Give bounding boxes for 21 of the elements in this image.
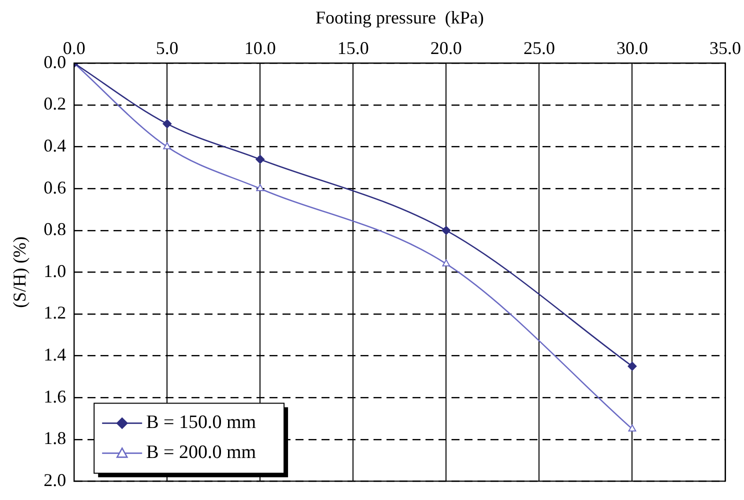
x-tick-label: 25.0	[523, 38, 555, 58]
y-tick-label: 1.0	[44, 260, 66, 281]
y-tick-label: 0.4	[44, 136, 66, 156]
x-tick-label: 30.0	[616, 38, 648, 58]
legend-label: B = 200.0 mm	[146, 442, 256, 464]
x-tick-label: 10.0	[244, 38, 276, 58]
y-tick-label: 1.4	[44, 344, 66, 365]
x-tick-label: 5.0	[156, 38, 178, 58]
legend-label: B = 150.0 mm	[146, 412, 256, 434]
x-axis-title: Footing pressure (kPa)	[315, 8, 484, 28]
x-tick-label: 15.0	[337, 38, 369, 58]
y-tick-label: 1.2	[44, 302, 66, 323]
y-axis-title: (S/H) (%)	[10, 236, 30, 308]
x-tick-label: 20.0	[430, 38, 462, 58]
y-tick-label: 0.2	[44, 94, 66, 114]
x-tick-label: 35.0	[710, 38, 741, 58]
y-tick-label: 0.8	[44, 219, 66, 240]
y-tick-label: 1.8	[44, 428, 66, 448]
y-tick-label: 1.6	[44, 386, 66, 406]
y-tick-label: 2.0	[44, 470, 66, 490]
y-tick-label: 0.6	[44, 177, 66, 198]
